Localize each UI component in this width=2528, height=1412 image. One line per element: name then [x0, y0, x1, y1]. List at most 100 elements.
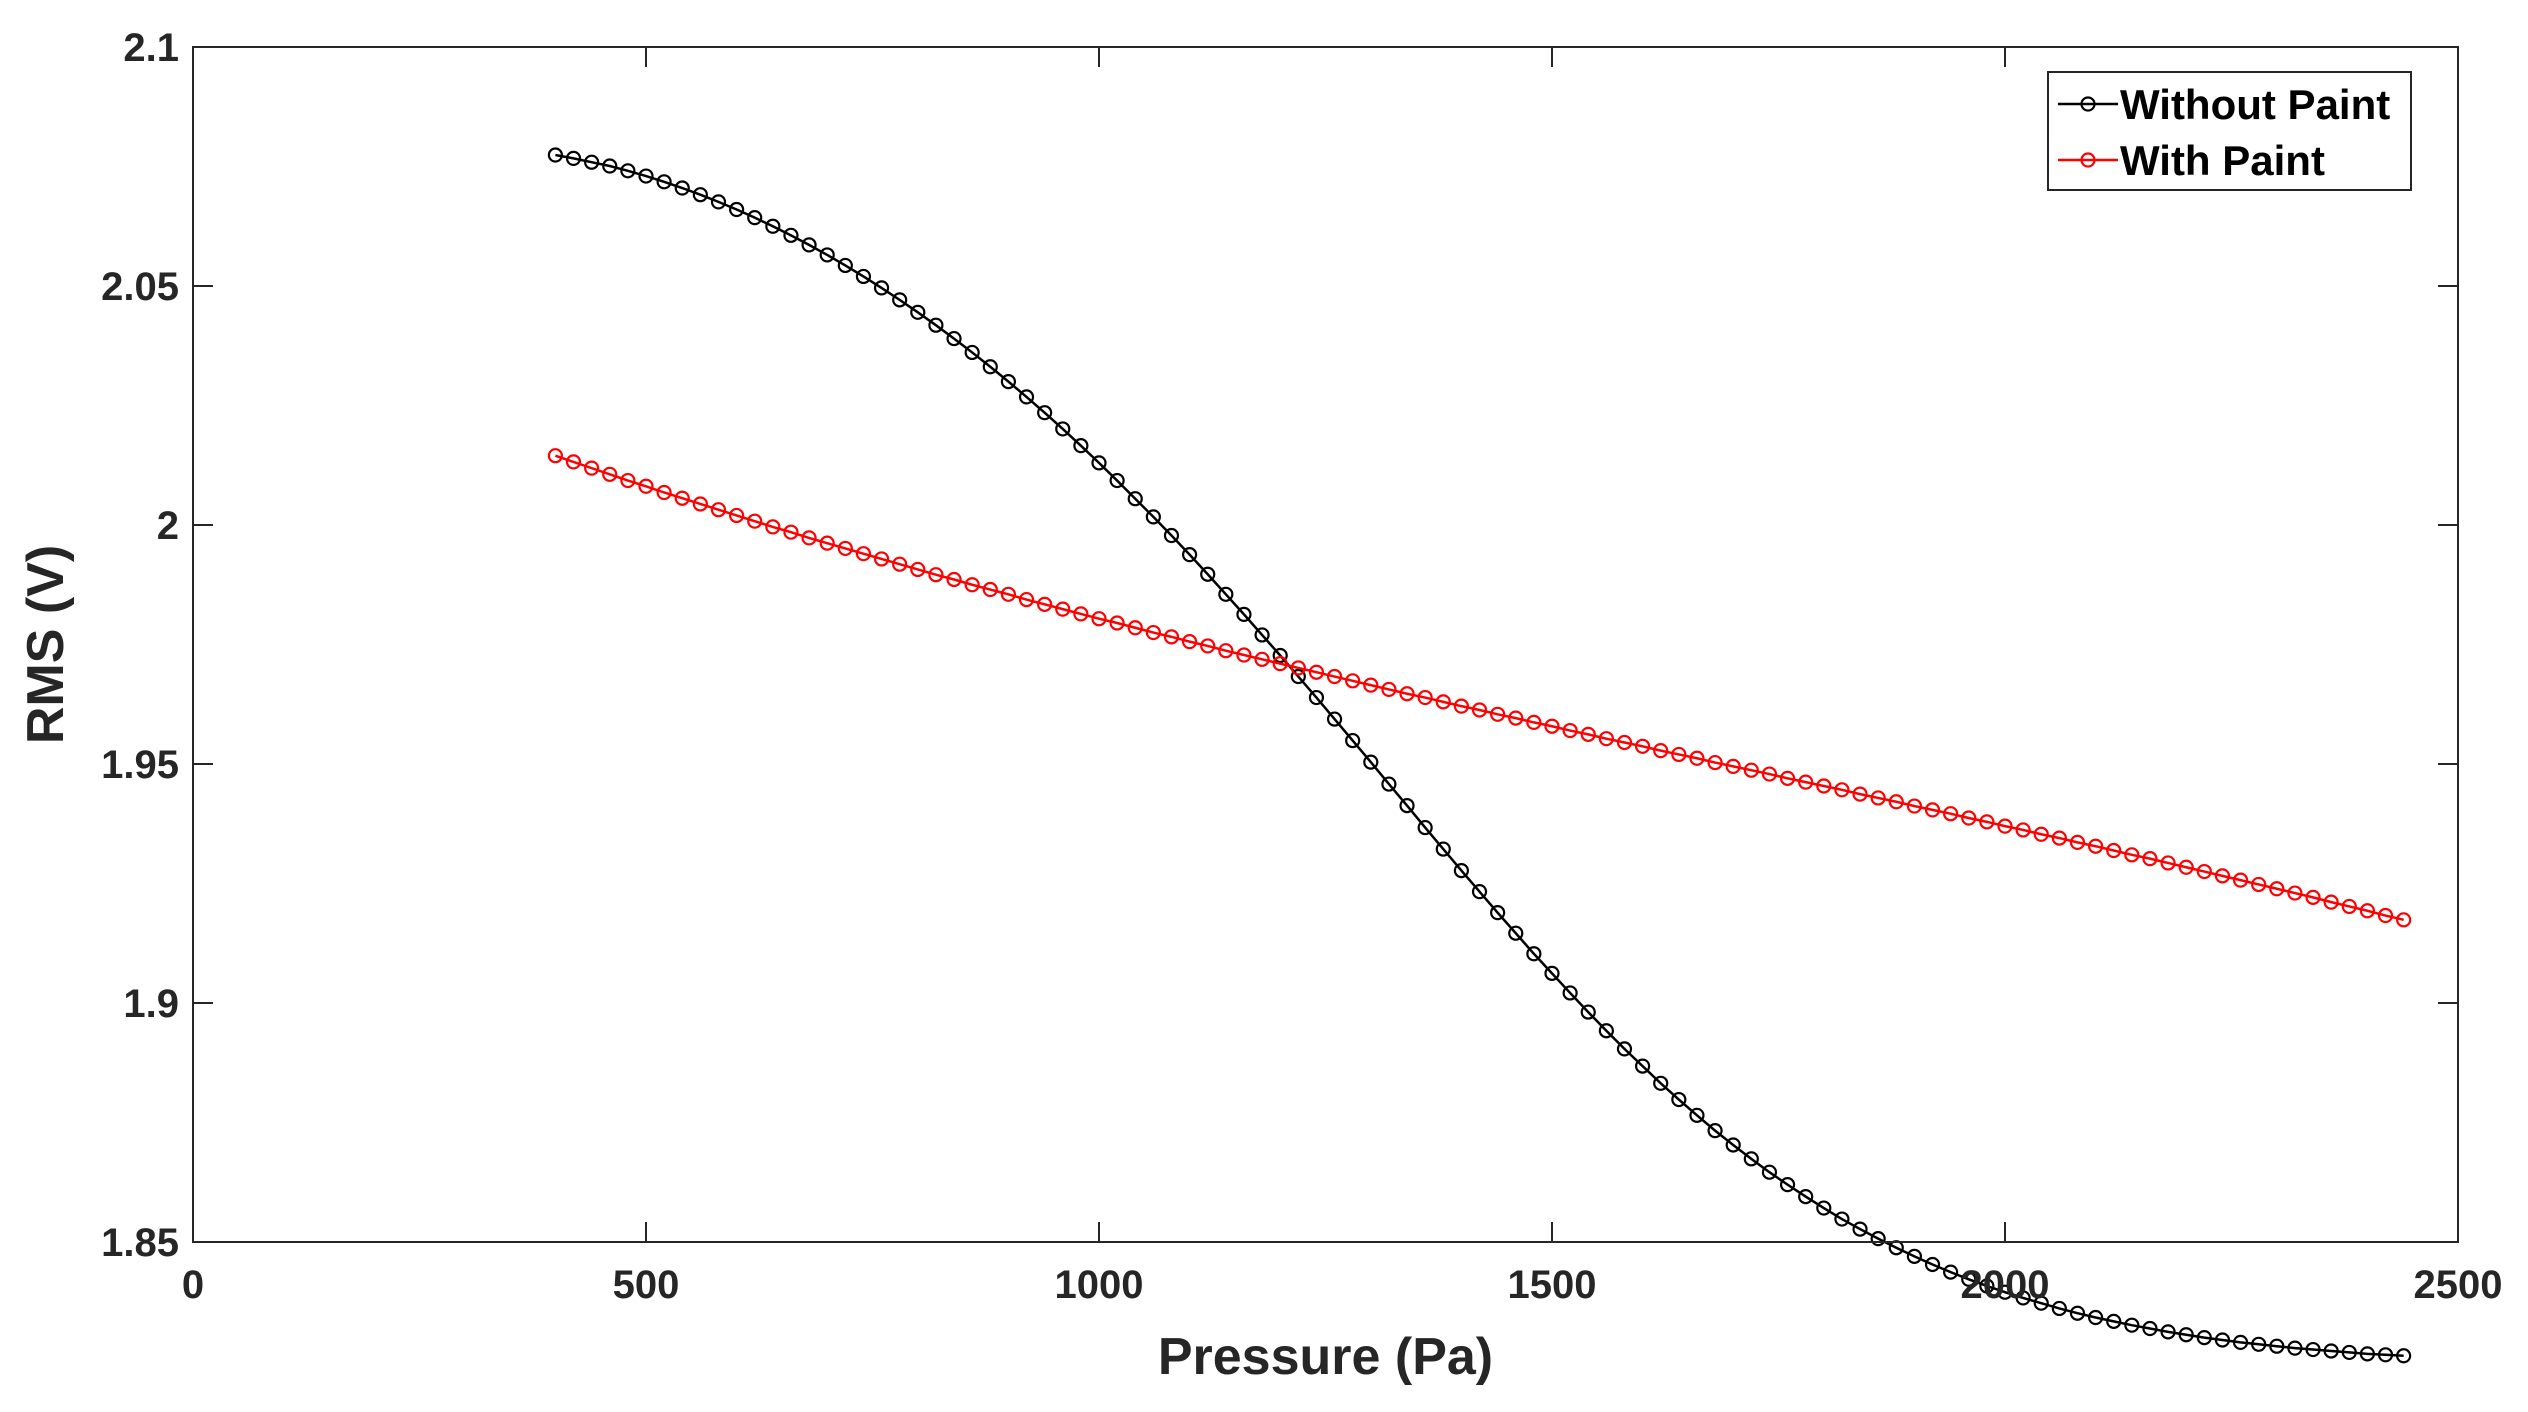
data-point-with-paint: [765, 519, 781, 535]
data-point-without-paint: [1906, 1248, 1923, 1264]
data-point-with-paint: [1943, 806, 1959, 822]
data-point-with-paint: [819, 535, 835, 551]
data-point-with-paint: [855, 546, 872, 562]
data-point-with-paint: [1888, 794, 1904, 810]
data-point-without-paint: [2196, 1329, 2212, 1346]
data-point-with-paint: [602, 466, 618, 482]
data-point-without-paint: [1490, 905, 1506, 921]
data-point-with-paint: [1018, 591, 1035, 608]
data-point-without-paint: [547, 147, 564, 163]
data-point-with-paint: [1254, 651, 1270, 667]
data-point-without-paint: [2124, 1317, 2140, 1333]
data-point-with-paint: [2142, 851, 2158, 867]
data-point-with-paint: [2178, 859, 2194, 875]
data-point-with-paint: [1453, 698, 1470, 714]
data-point-without-paint: [1181, 547, 1198, 563]
data-point-with-paint: [1979, 814, 1995, 830]
data-point-with-paint: [1671, 746, 1687, 763]
data-point-without-paint: [1779, 1177, 1796, 1193]
data-point-with-paint: [1037, 596, 1053, 612]
data-point-without-paint: [584, 154, 600, 170]
data-point-with-paint: [1906, 798, 1923, 814]
data-point-with-paint: [565, 454, 582, 470]
data-point-with-paint: [1816, 778, 1832, 794]
data-point-without-paint: [1381, 776, 1397, 792]
data-point-without-paint: [2088, 1309, 2104, 1326]
data-point-with-paint: [1616, 734, 1633, 751]
data-point-with-paint: [2088, 838, 2104, 854]
data-point-without-paint: [728, 201, 745, 218]
series-line-without-paint: [555, 153, 2404, 1358]
x-tick-label: 2000: [1961, 1263, 2050, 1307]
data-point-without-paint: [2287, 1340, 2303, 1356]
data-point-without-paint: [1363, 754, 1379, 770]
data-point-with-paint: [2377, 907, 2394, 924]
data-point-without-paint: [1616, 1041, 1633, 1057]
data-point-without-paint: [1163, 527, 1180, 544]
data-point-with-paint: [1435, 694, 1451, 710]
legend-marker-without-paint: [2080, 96, 2096, 112]
data-point-without-paint: [1725, 1137, 1741, 1153]
data-point-without-paint: [656, 174, 672, 190]
data-point-with-paint: [1163, 629, 1180, 645]
data-point-with-paint: [638, 478, 654, 494]
data-point-with-paint: [1200, 638, 1216, 654]
data-point-with-paint: [1308, 664, 1325, 680]
data-point-without-paint: [1018, 389, 1035, 405]
data-point-with-paint: [1127, 620, 1143, 636]
y-axis-title: RMS (V): [17, 545, 75, 744]
data-point-without-paint: [1453, 862, 1470, 879]
data-point-with-paint: [2069, 834, 2086, 850]
data-point-without-paint: [1345, 732, 1361, 749]
data-point-without-paint: [964, 344, 980, 361]
data-point-without-paint: [2160, 1324, 2176, 1340]
data-point-without-paint: [692, 187, 708, 203]
data-point-with-paint: [1073, 606, 1089, 622]
data-point-with-paint: [2196, 863, 2212, 880]
data-point-with-paint: [946, 571, 962, 588]
series-markers-without-paint: [547, 147, 2412, 1364]
data-point-with-paint: [674, 490, 690, 506]
data-point-with-paint: [801, 530, 817, 546]
data-point-with-paint: [1181, 634, 1198, 650]
data-point-with-paint: [982, 581, 998, 598]
data-point-without-paint: [1200, 566, 1216, 582]
data-point-with-paint: [656, 484, 672, 501]
legend-label-with-paint: With Paint: [2120, 137, 2325, 184]
data-point-without-paint: [2251, 1336, 2267, 1352]
data-point-without-paint: [1816, 1200, 1832, 1216]
data-point-without-paint: [1272, 647, 1288, 664]
data-point-without-paint: [1798, 1188, 1814, 1205]
data-point-with-paint: [1997, 818, 2013, 834]
data-point-with-paint: [1218, 643, 1234, 659]
data-point-without-paint: [1435, 841, 1451, 857]
data-point-with-paint: [2033, 826, 2049, 842]
data-point-with-paint: [2323, 894, 2339, 910]
data-point-without-paint: [2033, 1295, 2049, 1311]
data-point-without-paint: [2377, 1347, 2394, 1363]
data-point-with-paint: [1471, 702, 1488, 718]
data-point-without-paint: [1834, 1211, 1850, 1227]
data-point-without-paint: [1743, 1151, 1759, 1167]
data-point-without-paint: [1145, 509, 1161, 525]
data-point-without-paint: [982, 359, 998, 375]
x-tick-label: 1500: [1508, 1263, 1597, 1307]
data-point-without-paint: [1526, 946, 1542, 962]
data-point-without-paint: [1562, 985, 1578, 1001]
data-point-without-paint: [783, 227, 799, 243]
data-point-with-paint: [728, 507, 745, 524]
data-point-without-paint: [1653, 1075, 1669, 1091]
data-point-with-paint: [2214, 868, 2231, 884]
data-point-without-paint: [2232, 1334, 2249, 1350]
data-point-without-paint: [1055, 421, 1071, 437]
data-point-without-paint: [1870, 1231, 1886, 1247]
data-point-with-paint: [2124, 847, 2140, 863]
data-point-with-paint: [547, 448, 564, 464]
legend-marker-with-paint: [2080, 152, 2096, 168]
legend: Without Paint With Paint: [2047, 71, 2412, 191]
data-point-without-paint: [1707, 1123, 1723, 1139]
data-point-with-paint: [2160, 855, 2176, 871]
data-point-without-paint: [1924, 1256, 1941, 1273]
data-point-without-paint: [946, 330, 962, 347]
data-point-without-paint: [1943, 1264, 1959, 1280]
